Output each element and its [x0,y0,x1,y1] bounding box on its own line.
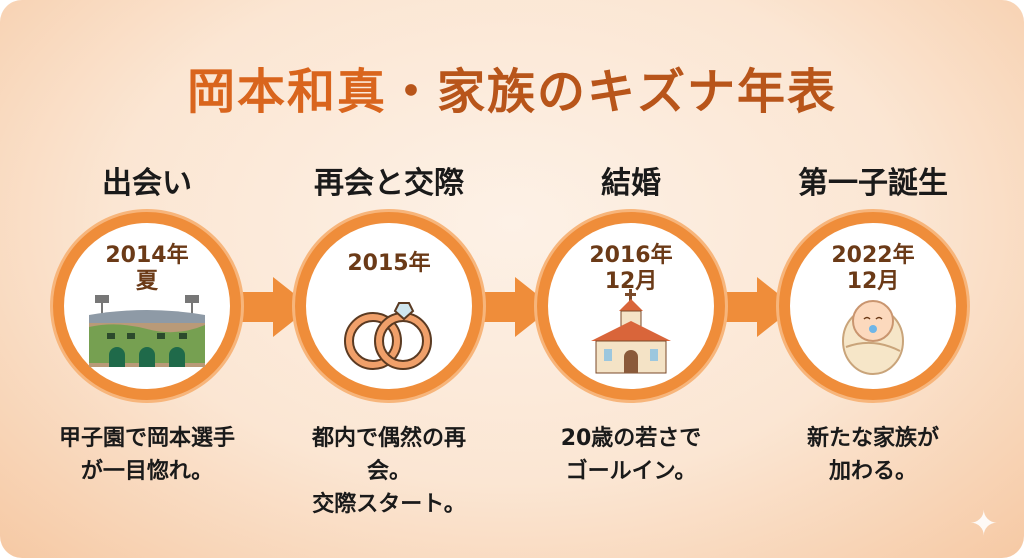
step-date: 2015年 [347,251,431,276]
step-circle: 2022年 12月 [779,212,967,400]
step-description: 新たな家族が 加わる。 [806,426,939,484]
page-title: 岡本和真・家族のキズナ年表 [0,52,1024,122]
arrow-shaft [477,292,517,322]
step-description: 20歳の若さで ゴールイン。 [560,426,702,484]
step-heading: 結婚 [601,166,661,201]
title-rest: ・家族のキズナ年表 [387,64,838,120]
baby-icon [842,300,904,375]
step-description: 甲子園で岡本選手 が一目惚れ。 [58,426,235,484]
arrow-shaft [235,292,275,322]
step-circle: 2015年 [295,212,483,400]
arrow-shaft [719,292,759,322]
step-heading: 出会い [102,166,192,201]
rings-icon [344,302,432,370]
step-date: 2022年 12月 [831,243,915,294]
step-heading: 第一子誕生 [798,166,948,201]
step-circle: 2016年 12月 [537,212,725,400]
title-name: 岡本和真 [186,64,387,120]
stadium-icon [89,295,205,367]
step-heading: 再会と交際 [314,166,464,201]
step-circle: 2014年 夏 [53,212,241,400]
step-description: 都内で偶然の再 会。 交際スタート。 [311,426,466,517]
sparkle-icon: ✦ [969,504,999,544]
church-icon [591,289,671,374]
step-date: 2014年 夏 [105,243,189,294]
step-date: 2016年 12月 [589,243,673,294]
